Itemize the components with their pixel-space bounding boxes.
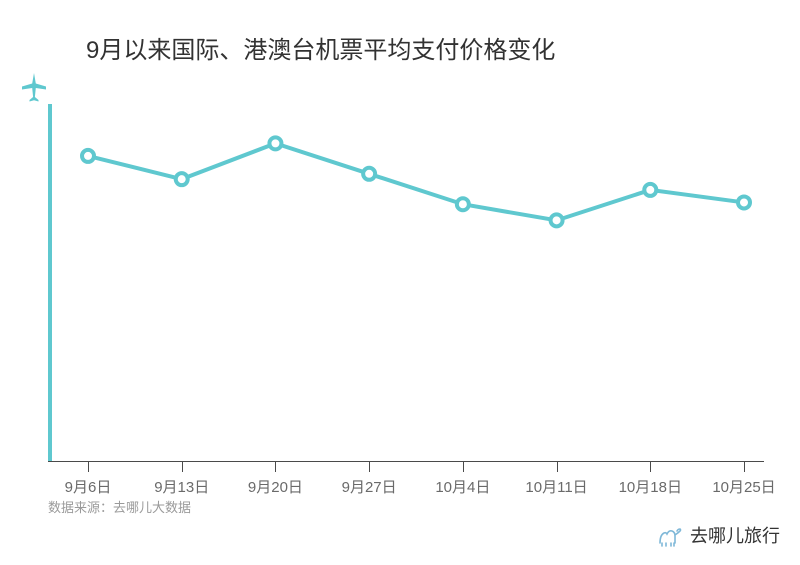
x-axis-label: 9月27日 bbox=[342, 476, 397, 497]
data-point bbox=[176, 173, 188, 185]
line-chart-svg bbox=[48, 104, 764, 462]
airplane-icon bbox=[16, 70, 52, 111]
x-tick bbox=[463, 462, 464, 472]
x-axis-label: 9月13日 bbox=[154, 476, 209, 497]
camel-icon bbox=[656, 523, 684, 547]
x-axis-label: 10月25日 bbox=[712, 476, 775, 497]
chart-title: 9月以来国际、港澳台机票平均支付价格变化 bbox=[86, 30, 555, 65]
x-tick bbox=[369, 462, 370, 472]
x-tick bbox=[744, 462, 745, 472]
x-tick bbox=[182, 462, 183, 472]
x-axis-label: 10月18日 bbox=[619, 476, 682, 497]
x-tick bbox=[557, 462, 558, 472]
x-axis-label: 9月20日 bbox=[248, 476, 303, 497]
brand-text: 去哪儿旅行 bbox=[690, 522, 780, 548]
brand-logo: 去哪儿旅行 bbox=[656, 522, 780, 548]
x-tick bbox=[650, 462, 651, 472]
x-tick bbox=[275, 462, 276, 472]
x-axis-label: 9月6日 bbox=[65, 476, 112, 497]
data-point bbox=[82, 150, 94, 162]
data-point bbox=[738, 196, 750, 208]
chart-container: 9月以来国际、港澳台机票平均支付价格变化 数据来源：去哪儿大数据 去哪儿旅行 9… bbox=[0, 0, 800, 565]
x-axis-label: 10月11日 bbox=[525, 476, 587, 497]
data-point bbox=[363, 168, 375, 180]
x-axis-label: 10月4日 bbox=[435, 476, 490, 497]
x-tick bbox=[88, 462, 89, 472]
data-point bbox=[269, 137, 281, 149]
plot-area bbox=[48, 104, 764, 462]
data-source: 数据来源：去哪儿大数据 bbox=[48, 497, 191, 516]
data-point bbox=[551, 214, 563, 226]
data-point bbox=[457, 198, 469, 210]
data-point bbox=[644, 184, 656, 196]
